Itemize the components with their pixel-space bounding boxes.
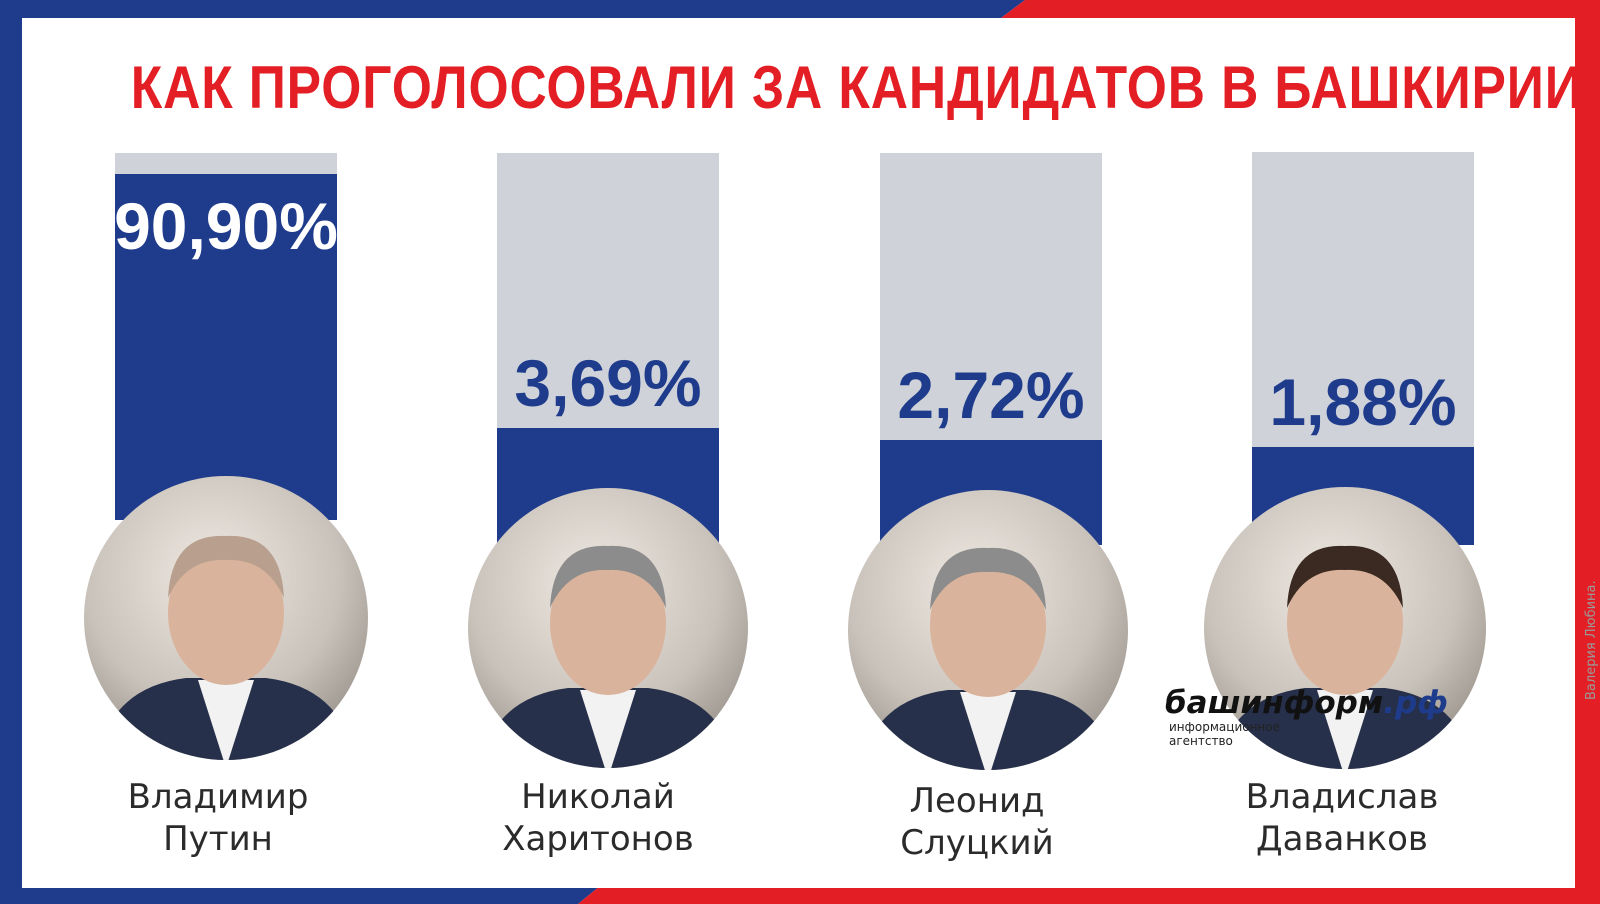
- agency-logo-subtitle: информационное агентство: [1169, 720, 1280, 748]
- candidate-first-name: Владислав: [1245, 777, 1439, 817]
- data-label: 1,88%: [1269, 365, 1456, 439]
- candidate-name: Владимир Путин: [68, 776, 368, 860]
- portrait-photo: [1204, 487, 1486, 769]
- portrait-photo: [848, 490, 1128, 770]
- candidate-name: Николай Харитонов: [448, 776, 748, 860]
- agency-logo-wordmark: башинформ.рф: [1165, 685, 1448, 721]
- portrait-photo: [468, 488, 748, 768]
- portrait-photo: [84, 476, 368, 760]
- data-label: 90,90%: [114, 189, 338, 263]
- agency-logo: башинформ.рф информационное агентство: [1165, 685, 1455, 748]
- candidate-name: Владислав Даванков: [1192, 776, 1492, 860]
- page-title: КАК ПРОГОЛОСОВАЛИ ЗА КАНДИДАТОВ В БАШКИР…: [130, 54, 1583, 121]
- data-label: 2,72%: [897, 358, 1084, 432]
- candidate-name: Леонид Слуцкий: [827, 780, 1127, 864]
- candidate-last-name: Харитонов: [502, 819, 694, 859]
- candidate-first-name: Леонид: [909, 781, 1045, 821]
- candidate-first-name: Николай: [521, 777, 675, 817]
- bar: [115, 174, 337, 520]
- candidate-last-name: Путин: [163, 819, 273, 859]
- data-label: 3,69%: [514, 346, 701, 420]
- photo-credit: Валерия Любина.: [1584, 580, 1599, 700]
- candidate-last-name: Даванков: [1256, 819, 1428, 859]
- candidate-last-name: Слуцкий: [900, 823, 1054, 863]
- candidate-first-name: Владимир: [127, 777, 309, 817]
